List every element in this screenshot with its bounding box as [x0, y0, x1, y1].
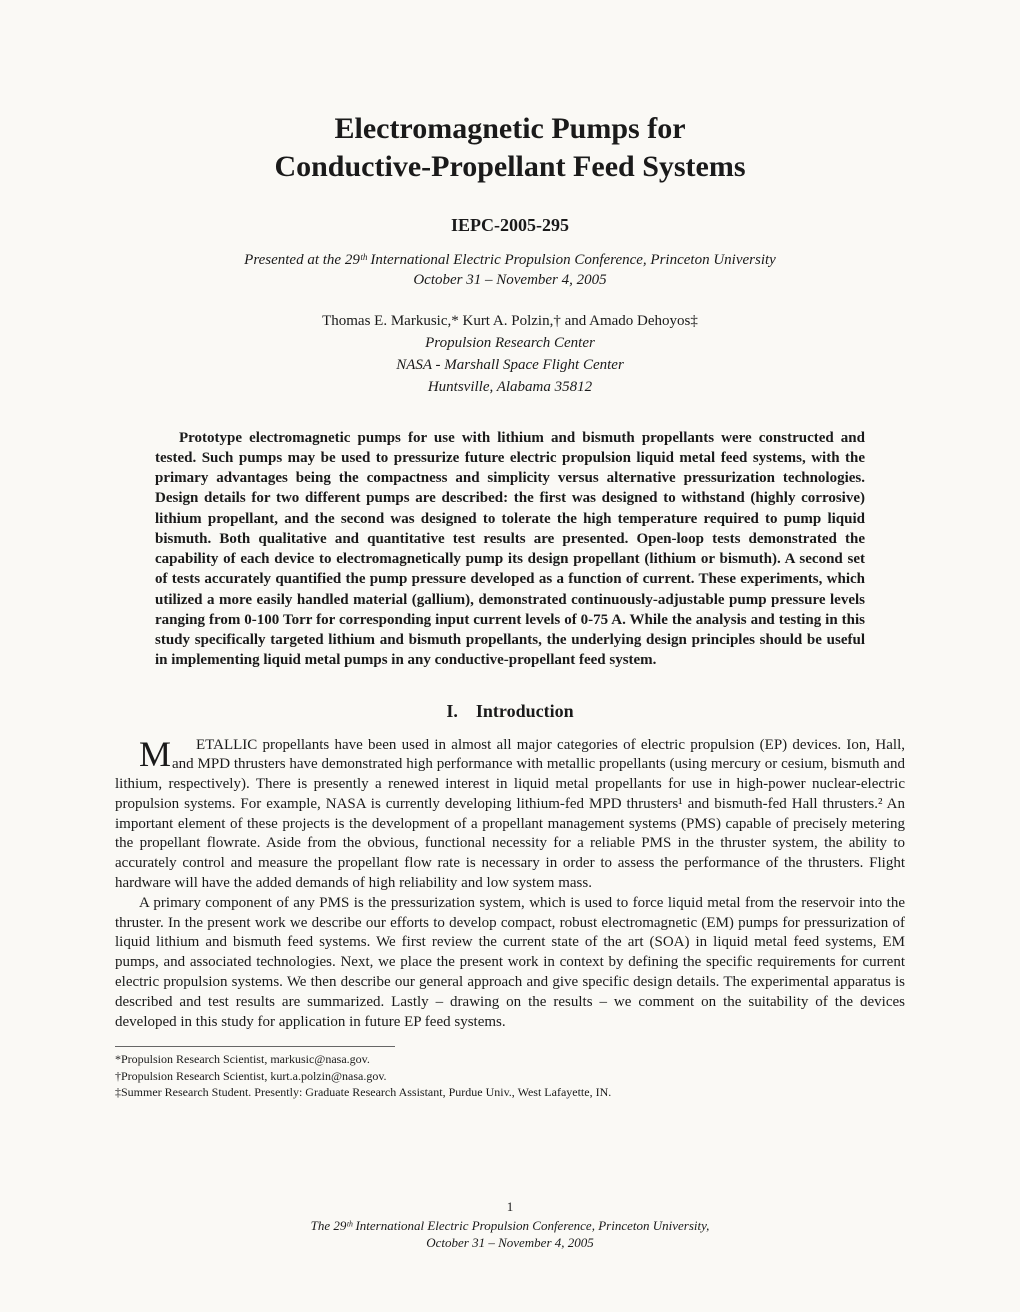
footer-line-1: The 29ᵗʰ International Electric Propulsi… [311, 1218, 710, 1233]
page-footer: 1 The 29ᵗʰ International Electric Propul… [0, 1199, 1020, 1252]
affiliation-1: Propulsion Research Center [115, 333, 905, 353]
footnote-1: *Propulsion Research Scientist, markusic… [115, 1051, 905, 1067]
paper-id: IEPC-2005-295 [115, 215, 905, 236]
paper-title: Electromagnetic Pumps for Conductive-Pro… [115, 110, 905, 185]
page-number: 1 [0, 1199, 1020, 1216]
section-title: Introduction [476, 701, 574, 721]
section-number: I. [446, 701, 458, 721]
intro-paragraph-2: A primary component of any PMS is the pr… [115, 894, 905, 1033]
intro-paragraph-1: METALLIC propellants have been used in a… [115, 736, 905, 894]
title-line-1: Electromagnetic Pumps for [334, 112, 685, 145]
affiliation-2: NASA - Marshall Space Flight Center [115, 355, 905, 375]
presented-at: Presented at the 29ᵗʰ International Elec… [115, 250, 905, 291]
footnote-3: ‡Summer Research Student. Presently: Gra… [115, 1084, 905, 1100]
footnotes-block: *Propulsion Research Scientist, markusic… [115, 1046, 395, 1100]
affiliation-3: Huntsville, Alabama 35812 [115, 377, 905, 397]
section-heading: I. Introduction [115, 701, 905, 722]
abstract-text: Prototype electromagnetic pumps for use … [155, 428, 865, 671]
authors-block: Thomas E. Markusic,* Kurt A. Polzin,† an… [115, 311, 905, 398]
footnote-2: †Propulsion Research Scientist, kurt.a.p… [115, 1068, 905, 1084]
title-line-2: Conductive-Propellant Feed Systems [274, 150, 745, 183]
footer-line-2: October 31 – November 4, 2005 [426, 1235, 594, 1250]
authors-names: Thomas E. Markusic,* Kurt A. Polzin,† an… [115, 311, 905, 331]
presented-line-2: October 31 – November 4, 2005 [413, 272, 606, 288]
presented-line-1: Presented at the 29ᵗʰ International Elec… [244, 252, 776, 268]
paper-page: Electromagnetic Pumps for Conductive-Pro… [0, 0, 1020, 1312]
